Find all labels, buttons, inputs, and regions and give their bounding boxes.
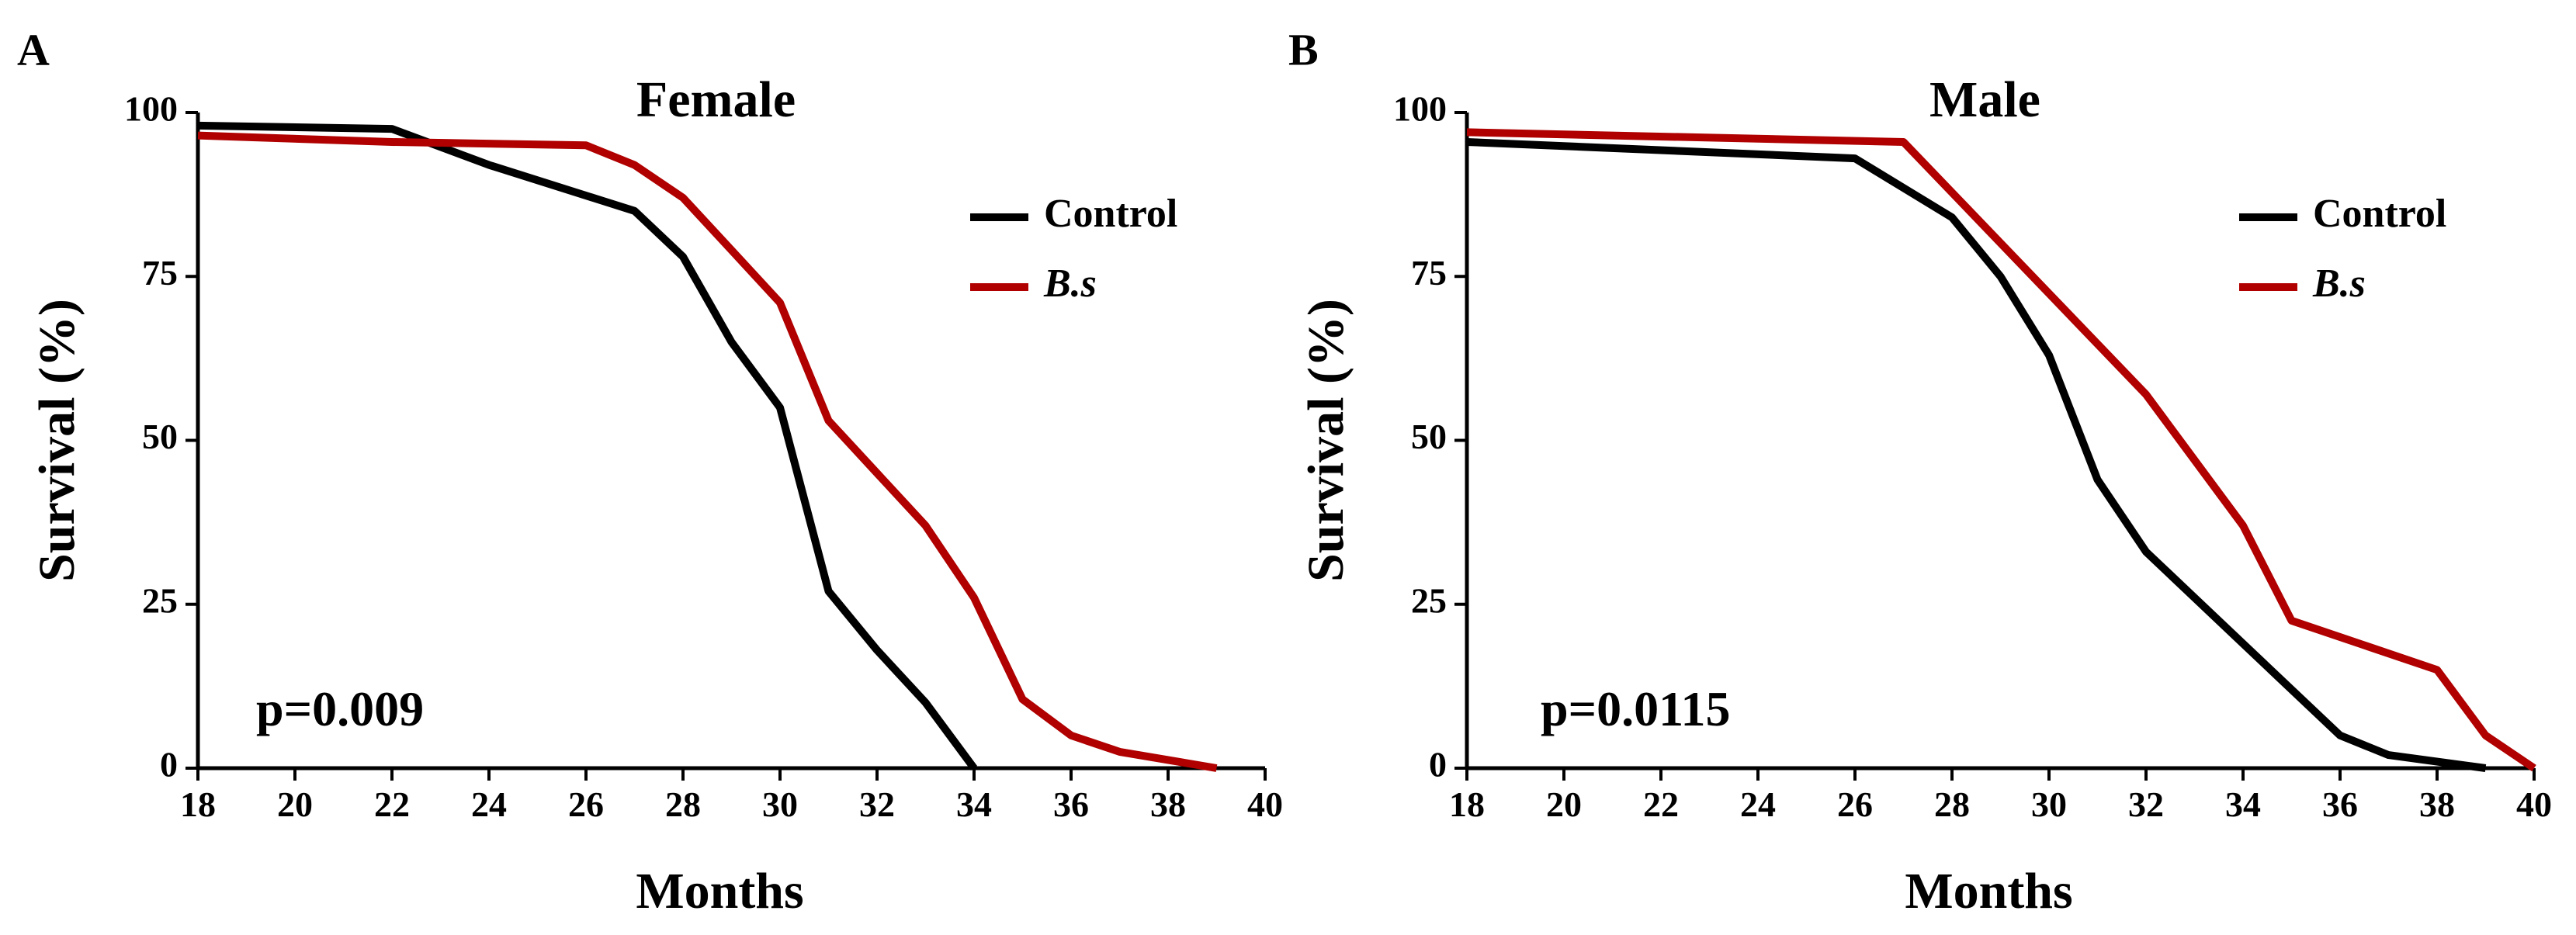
y-tick-label: 75: [142, 253, 178, 293]
series-line-bs: [1466, 128, 2536, 772]
legend-label: Control: [2313, 192, 2446, 236]
x-tick-label: 28: [1934, 784, 1970, 824]
x-tick-label: 20: [277, 784, 313, 824]
y-tick-label: 50: [142, 417, 178, 456]
x-tick-label: 36: [1053, 784, 1089, 824]
x-tick-label: 34: [2225, 784, 2261, 824]
x-tick-label: 38: [1150, 784, 1186, 824]
y-tick-label: 25: [142, 580, 178, 620]
y-tick-label: 100: [124, 89, 178, 129]
x-tick-label: 18: [180, 784, 216, 824]
series-line-control: [197, 121, 978, 771]
x-tick-label: 32: [859, 784, 895, 824]
y-axis-label: Survival (%): [1298, 299, 1354, 582]
legend-label: B.s: [1043, 261, 1097, 306]
series-line-control: [1466, 138, 2487, 772]
p-value-annotation: p=0.009: [256, 681, 424, 736]
x-tick-label: 22: [374, 784, 410, 824]
panel-letter: B: [1288, 24, 1319, 74]
panel-letter: A: [17, 24, 50, 74]
chart-title: Male: [1929, 71, 2040, 128]
y-tick-label: 0: [160, 745, 178, 784]
x-axis-label: Months: [636, 863, 803, 919]
legend: Control B.s: [2239, 192, 2446, 306]
x-tick-label: 28: [665, 784, 701, 824]
x-tick-label: 40: [1247, 784, 1283, 824]
chart-title: Female: [636, 71, 796, 128]
x-tick-label: 24: [1740, 784, 1776, 824]
x-tick-label: 26: [568, 784, 604, 824]
x-tick-label: 20: [1546, 784, 1582, 824]
p-value-annotation: p=0.0115: [1541, 681, 1731, 736]
x-tick-label: 18: [1449, 784, 1485, 824]
x-tick-label: 22: [1643, 784, 1679, 824]
y-tick-label: 0: [1429, 745, 1447, 784]
x-tick-label: 34: [956, 784, 992, 824]
y-tick-label: 100: [1393, 89, 1447, 129]
x-tick-label: 32: [2128, 784, 2164, 824]
y-axis-label: Survival (%): [29, 299, 85, 582]
x-tick-label: 40: [2516, 784, 2552, 824]
y-tick-label: 75: [1411, 253, 1447, 293]
x-tick-label: 24: [471, 784, 507, 824]
x-tick-label: 38: [2419, 784, 2455, 824]
x-tick-label: 30: [762, 784, 798, 824]
x-tick-label: 36: [2322, 784, 2358, 824]
y-tick-label: 50: [1411, 417, 1447, 456]
legend: Control B.s: [970, 192, 1177, 306]
legend-label: Control: [1044, 192, 1177, 236]
panel-b: B Male 18 20 22 24 26 28 30 32 34 36 38 40 0 25 50 75 100 M…: [1288, 24, 2552, 919]
series-line-bs: [197, 131, 1218, 772]
x-tick-label: 30: [2031, 784, 2067, 824]
legend-label: B.s: [2312, 261, 2366, 306]
x-axis-label: Months: [1905, 863, 2072, 919]
y-tick-label: 25: [1411, 580, 1447, 620]
x-tick-label: 26: [1837, 784, 1873, 824]
panel-a: A Female 18 20 22 24 26 28 30 32 34 36 38 40 0 25 50 75 10…: [17, 24, 1283, 919]
